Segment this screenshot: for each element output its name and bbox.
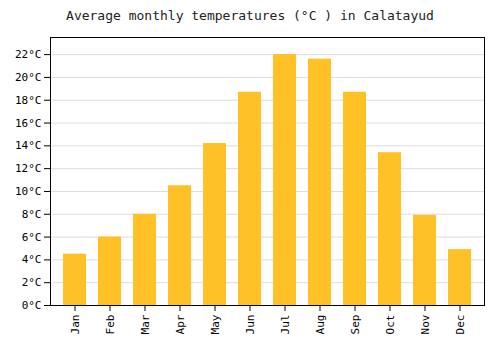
svg-text:May: May <box>209 314 222 334</box>
svg-text:Aug: Aug <box>314 315 327 335</box>
svg-text:Jan: Jan <box>69 315 82 335</box>
svg-text:22°C: 22°C <box>15 48 42 61</box>
svg-text:8°C: 8°C <box>22 208 42 221</box>
svg-text:12°C: 12°C <box>15 162 42 175</box>
svg-text:6°C: 6°C <box>22 231 42 244</box>
svg-text:4°C: 4°C <box>22 253 42 266</box>
svg-text:14°C: 14°C <box>15 139 42 152</box>
svg-text:Apr: Apr <box>174 314 187 334</box>
svg-text:Sep: Sep <box>349 315 362 335</box>
svg-text:Mar: Mar <box>139 314 152 334</box>
svg-text:Oct: Oct <box>384 315 397 335</box>
svg-text:18°C: 18°C <box>15 94 42 107</box>
svg-text:Jun: Jun <box>244 315 257 335</box>
svg-text:16°C: 16°C <box>15 117 42 130</box>
svg-text:Jul: Jul <box>279 315 292 335</box>
svg-text:Nov: Nov <box>419 314 432 334</box>
svg-text:2°C: 2°C <box>22 276 42 289</box>
svg-text:0°C: 0°C <box>22 299 42 312</box>
html-text:Average monthly temperatures (: Average monthly temperatures (°C ) in Ca… <box>66 8 434 23</box>
svg-text:10°C: 10°C <box>15 185 42 198</box>
svg-text:20°C: 20°C <box>15 71 42 84</box>
svg-text:Feb: Feb <box>104 315 117 335</box>
svg-text:Dec: Dec <box>454 315 467 335</box>
